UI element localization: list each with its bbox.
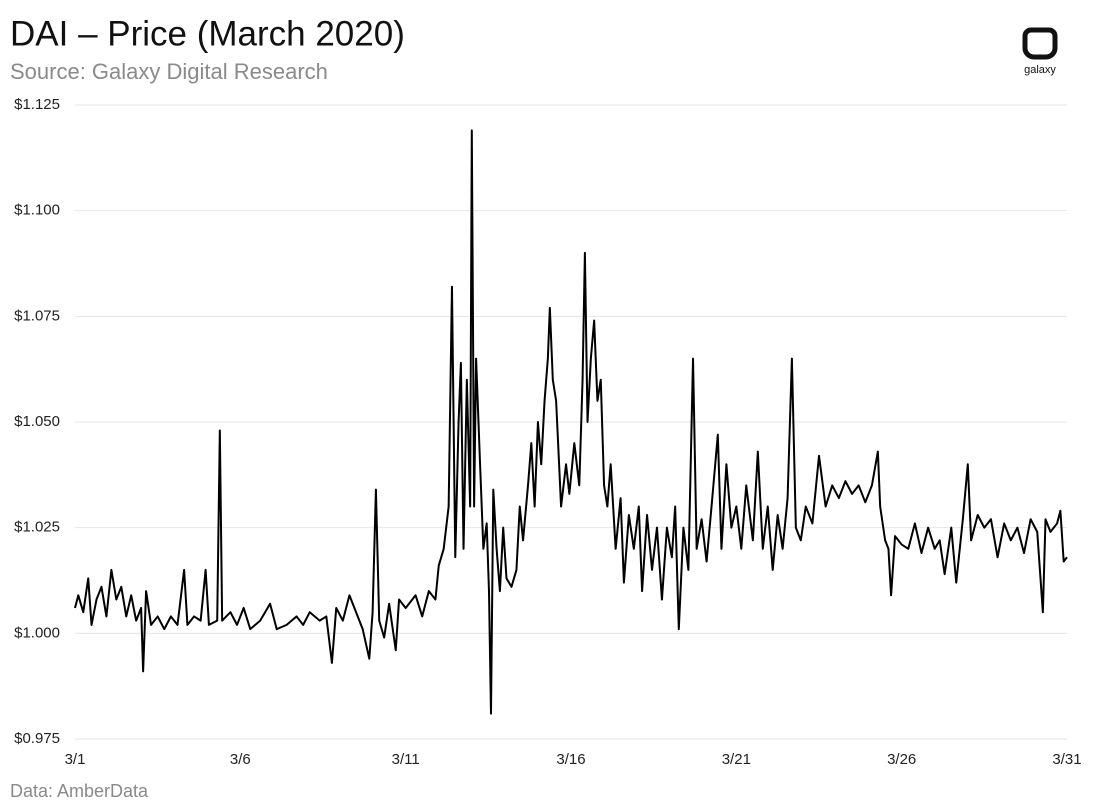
- x-tick-label: 3/6: [230, 751, 251, 768]
- x-tick-label: 3/21: [722, 751, 751, 768]
- x-tick-label: 3/1: [65, 751, 86, 768]
- y-tick-label: $0.975: [14, 730, 60, 747]
- y-tick-label: $1.100: [14, 202, 60, 219]
- x-tick-label: 3/11: [392, 751, 420, 768]
- y-tick-label: $1.075: [14, 307, 60, 324]
- x-tick-label: 3/26: [887, 751, 916, 768]
- price-line: [74, 129, 1068, 715]
- source-note: Data: AmberData: [10, 781, 149, 801]
- x-tick-label: 3/31: [1052, 751, 1081, 768]
- y-tick-label: $1.025: [14, 519, 60, 536]
- logo-icon: [1022, 27, 1058, 60]
- chart-subtitle: Source: Galaxy Digital Research: [10, 59, 328, 84]
- chart-title: DAI – Price (March 2020): [10, 14, 405, 53]
- x-tick-label: 3/16: [556, 751, 585, 768]
- logo-text: galaxy: [1024, 64, 1056, 76]
- y-tick-label: $1.050: [14, 413, 60, 430]
- logo: galaxy: [1022, 27, 1058, 76]
- y-tick-label: $1.000: [14, 624, 60, 641]
- y-tick-label: $1.125: [14, 96, 60, 113]
